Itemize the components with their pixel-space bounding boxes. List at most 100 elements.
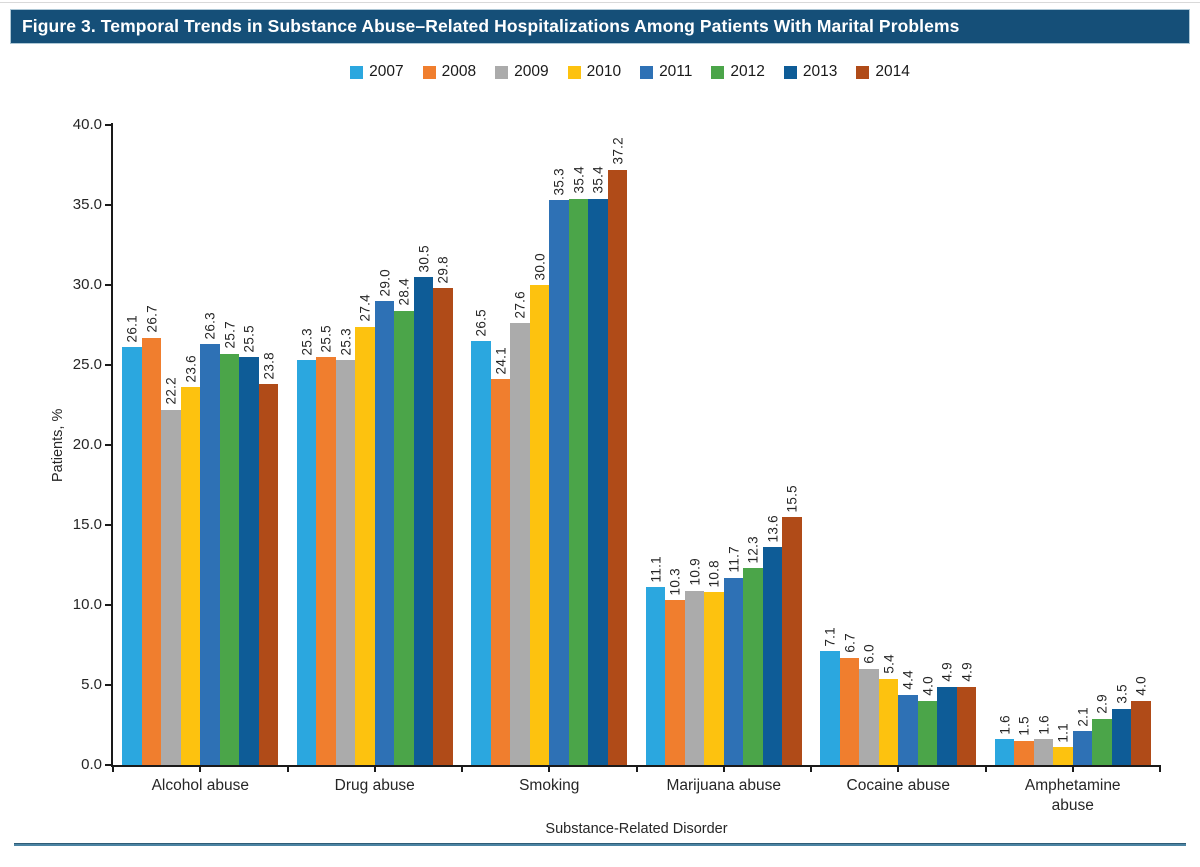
bar-value-label: 28.4 [396,278,412,306]
bar: 4.0 [1131,676,1151,765]
bar-value-label: 29.8 [435,255,451,284]
legend-label: 2009 [514,63,549,80]
category-label: Cocaine abuse [846,777,950,794]
bar-value-label: 29.0 [376,268,392,296]
y-tick-label: 15.0 [72,516,102,533]
bar: 29.0 [374,269,395,765]
legend-item-2012: 2012 [711,63,765,81]
bar: 35.4 [568,166,589,765]
chart-legend: 2007 2008 2009 2010 2011 2012 2013 2014 [60,61,1200,83]
legend-item-2010: 2010 [567,63,622,81]
bar-value-label: 7.1 [822,626,838,647]
bar: 22.2 [161,377,181,765]
bar: 35.4 [588,166,608,765]
y-tick-label: 10.0 [72,596,102,613]
bar: 11.7 [723,546,744,765]
bar: 6.0 [859,644,879,765]
legend-swatch [422,65,436,79]
bar-value-label: 4.0 [1133,676,1149,696]
bar-value-label: 6.0 [861,644,877,664]
x-tick [984,765,987,772]
legend-item-2009: 2009 [495,63,549,81]
bar-value-label: 5.4 [880,653,896,674]
bar: 25.3 [335,328,356,765]
bar: 30.0 [529,253,550,765]
bar-value-label: 1.1 [1055,722,1071,743]
bar: 25.7 [219,321,240,765]
bar: 3.5 [1111,684,1132,765]
bar-value-label: 1.6 [1035,714,1051,735]
bar-value-label: 35.4 [570,166,586,194]
bar: 10.3 [665,568,685,765]
bottom-rule [14,843,1186,846]
y-tick [105,124,111,126]
legend-swatch [640,65,654,79]
bar-value-label: 23.8 [260,351,276,380]
bar: 25.5 [239,325,259,765]
legend-swatch [495,65,509,79]
bar-value-label: 15.5 [784,484,800,512]
bar-value-label: 2.1 [1074,706,1090,727]
bar-group-4: 11.1 10.3 10.9 10.8 11.7 12.3 13.6 15.5 [637,125,812,765]
category-label: Drug abuse [334,777,415,794]
bar-value-label: 26.1 [124,314,140,343]
bar-value-label: 22.2 [163,377,179,405]
y-tick-label: 0.0 [81,756,102,773]
bar: 11.1 [645,556,666,765]
bar: 4.9 [956,662,977,765]
bar-group-1: 26.1 26.7 22.2 23.6 26.3 25.7 25.5 23.8 [113,125,288,765]
plot-area: 26.1 26.7 22.2 23.6 26.3 25.7 25.5 23.8 25.3 25.5… [105,123,1161,772]
y-tick-label: 40.0 [72,116,102,133]
bar: 23.6 [180,355,201,765]
legend-label: 2010 [586,63,622,80]
legend-swatch [856,65,870,79]
bar: 12.3 [743,536,763,765]
category-label: Marijuana abuse [666,777,782,794]
y-tick [105,364,111,366]
bar-value-label: 6.7 [841,633,857,653]
bar: 26.3 [200,312,220,765]
x-tick [112,765,114,772]
y-tick-label: 5.0 [81,676,102,693]
bar: 5.4 [878,654,899,765]
x-tick [722,765,725,772]
bar-value-label: 35.4 [590,166,606,194]
bar-value-label: 1.5 [1016,716,1032,736]
y-tick [105,684,111,686]
bar: 27.4 [355,294,375,765]
bar: 4.0 [917,676,938,765]
bar-value-label: 25.7 [221,321,237,349]
legend-item-2011: 2011 [640,63,692,81]
x-tick [1159,765,1161,772]
x-tick [897,765,900,772]
bar-value-label: 10.9 [686,558,702,586]
legend-label: 2008 [441,63,477,80]
bar-value-label: 4.9 [939,661,955,682]
bar-value-label: 4.0 [919,676,935,696]
x-tick [1071,765,1074,772]
bar: 27.6 [510,291,530,765]
bar: 10.8 [704,560,724,765]
y-axis-tick-labels: 0.0 5.0 10.0 15.0 20.0 25.0 30.0 35.0 40.0 [28,116,102,773]
y-tick-label: 25.0 [72,356,102,373]
bar-value-label: 26.3 [202,311,218,340]
category-label: Amphetamine abuse [1024,777,1121,815]
legend-swatch [350,65,364,79]
y-axis-line [111,123,113,767]
bar: 23.8 [258,352,279,765]
bar-group-3: 26.5 24.1 27.6 30.0 35.3 35.4 35.4 37.2 [462,125,637,765]
bar-value-label: 2.9 [1094,693,1110,714]
y-tick [105,524,111,526]
bar-value-label: 4.4 [900,669,916,690]
bar: 7.1 [820,627,840,765]
bar: 35.3 [549,168,569,765]
bar-value-label: 23.6 [182,354,198,383]
bar: 13.6 [762,515,783,765]
y-tick [105,764,111,766]
top-rule [0,2,1200,3]
x-tick [373,765,376,772]
x-tick [286,765,289,772]
bar: 25.3 [296,328,317,765]
x-tick [199,765,202,772]
bar: 25.5 [316,325,336,765]
